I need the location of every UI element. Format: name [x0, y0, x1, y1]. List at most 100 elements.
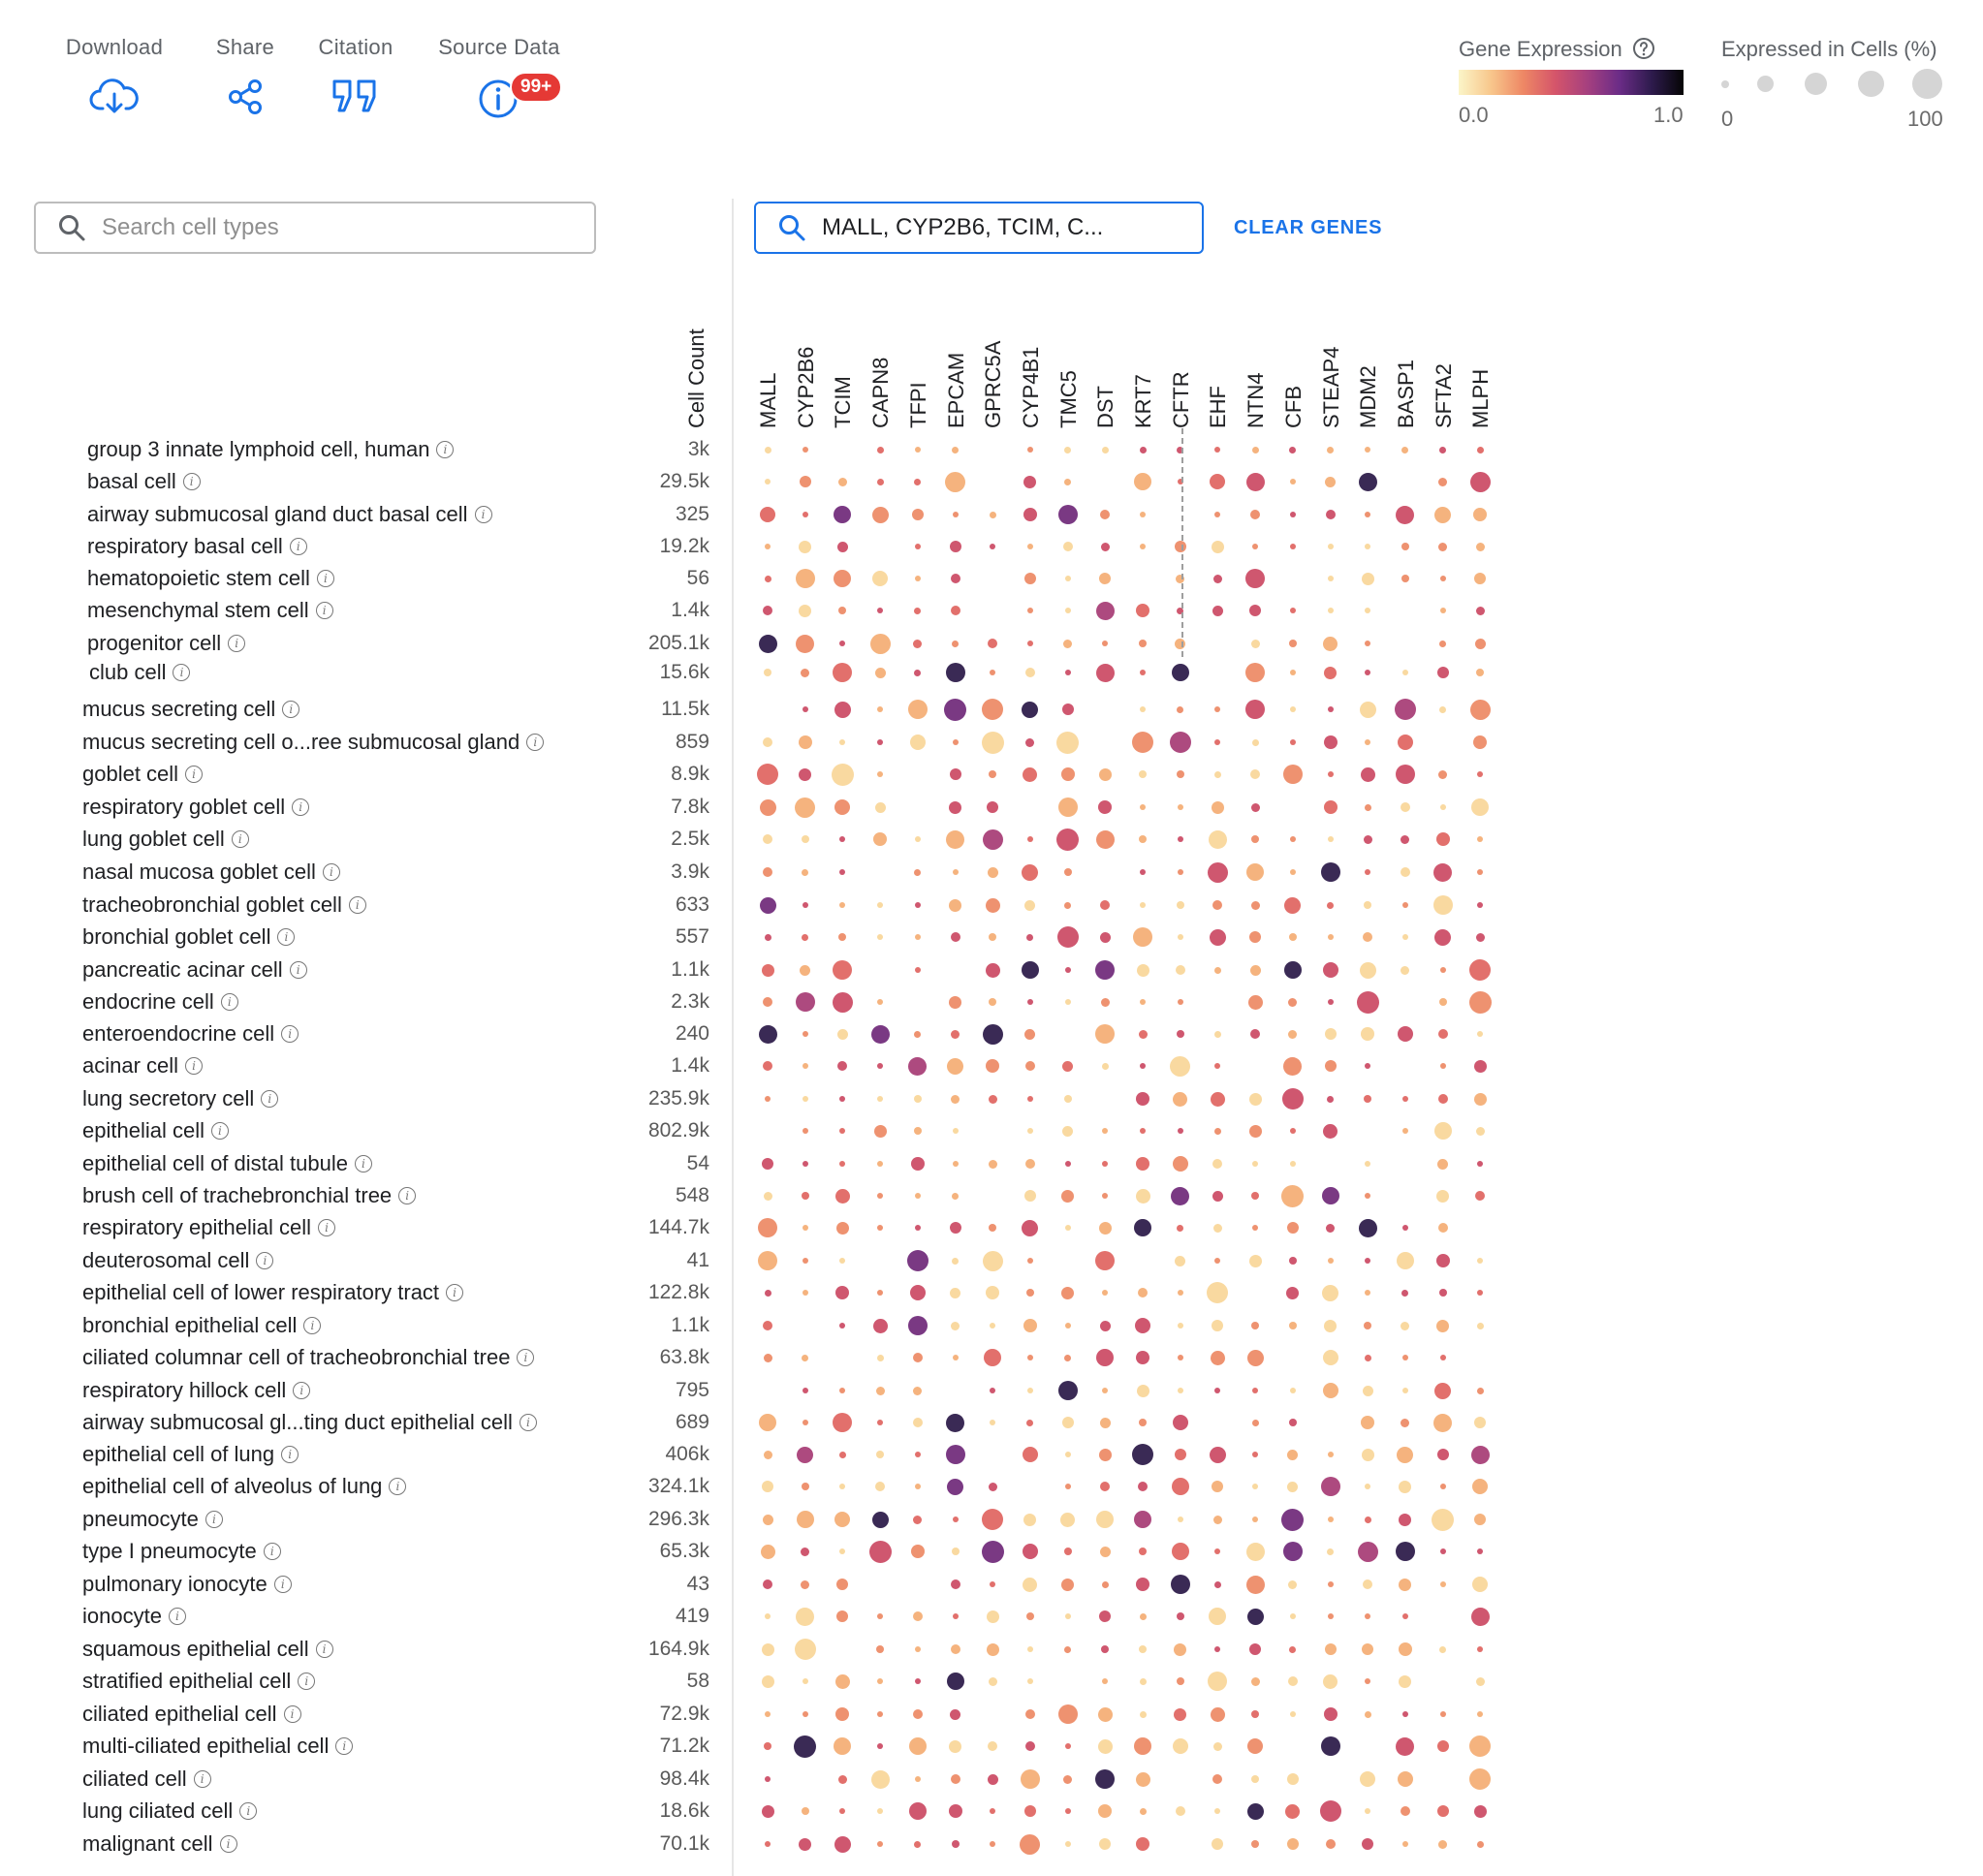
expression-dot[interactable] — [1362, 1838, 1374, 1850]
expression-dot[interactable] — [1439, 640, 1447, 647]
cell-type-row-label[interactable]: airway submucosal gl...ting duct epithel… — [82, 1410, 537, 1435]
expression-dot[interactable] — [1214, 1063, 1221, 1069]
expression-dot[interactable] — [1477, 1548, 1484, 1554]
expression-dot[interactable] — [759, 798, 776, 816]
expression-dot[interactable] — [949, 995, 961, 1009]
expression-dot[interactable] — [764, 1742, 771, 1750]
expression-dot[interactable] — [1477, 1031, 1484, 1037]
expression-dot[interactable] — [1364, 901, 1372, 909]
cell-type-row-label[interactable]: epithelial cell of lung i — [82, 1442, 299, 1467]
expression-dot[interactable] — [1025, 1612, 1034, 1620]
expression-dot[interactable] — [1401, 1128, 1408, 1134]
expression-dot[interactable] — [1175, 1255, 1186, 1266]
expression-dot[interactable] — [1397, 1771, 1413, 1787]
expression-dot[interactable] — [839, 739, 846, 745]
expression-dot[interactable] — [1325, 476, 1336, 487]
expression-dot[interactable] — [952, 1613, 959, 1619]
expression-dot[interactable] — [1365, 1193, 1371, 1199]
expression-dot[interactable] — [1251, 1322, 1260, 1329]
expression-dot[interactable] — [1245, 1542, 1265, 1561]
expression-dot[interactable] — [950, 1774, 960, 1784]
expression-dot[interactable] — [1324, 666, 1337, 679]
info-icon[interactable]: i — [292, 798, 310, 816]
expression-dot[interactable] — [946, 1673, 964, 1690]
cell-type-row-label[interactable]: malignant cell i — [82, 1831, 237, 1857]
expression-dot[interactable] — [1289, 1645, 1297, 1653]
expression-dot[interactable] — [1251, 738, 1259, 746]
expression-dot[interactable] — [1136, 1384, 1149, 1397]
expression-dot[interactable] — [1177, 934, 1183, 940]
expression-dot[interactable] — [914, 1225, 921, 1231]
expression-dot[interactable] — [1365, 869, 1371, 875]
expression-dot[interactable] — [1365, 447, 1371, 453]
gene-header-basp1[interactable]: BASP1 — [1393, 360, 1418, 428]
expression-dot[interactable] — [1021, 961, 1039, 979]
expression-dot[interactable] — [1475, 606, 1485, 615]
expression-dot[interactable] — [951, 1548, 960, 1555]
expression-dot[interactable] — [795, 797, 816, 818]
expression-dot[interactable] — [794, 1639, 816, 1660]
expression-dot[interactable] — [1026, 544, 1033, 549]
expression-dot[interactable] — [1356, 990, 1379, 1014]
expression-dot[interactable] — [1251, 835, 1260, 843]
expression-dot[interactable] — [872, 1318, 888, 1333]
expression-dot[interactable] — [1133, 927, 1152, 947]
expression-dot[interactable] — [1322, 1383, 1338, 1398]
expression-dot[interactable] — [907, 1316, 928, 1335]
expression-dot[interactable] — [1210, 1350, 1225, 1365]
cell-type-row-label[interactable]: club cell i — [89, 660, 191, 685]
gene-header-tfpi[interactable]: TFPI — [905, 382, 930, 428]
expression-dot[interactable] — [1327, 446, 1334, 453]
expression-dot[interactable] — [1474, 1417, 1487, 1428]
expression-dot[interactable] — [1023, 1805, 1036, 1817]
expression-dot[interactable] — [952, 739, 959, 745]
expression-dot[interactable] — [1327, 1548, 1334, 1555]
expression-dot[interactable] — [1171, 1543, 1189, 1560]
expression-dot[interactable] — [988, 639, 998, 648]
expression-dot[interactable] — [1436, 1449, 1449, 1460]
expression-dot[interactable] — [1025, 1289, 1034, 1297]
expression-dot[interactable] — [1140, 670, 1146, 675]
expression-dot[interactable] — [1212, 1481, 1224, 1492]
cell-type-row-label[interactable]: ciliated cell i — [82, 1767, 211, 1792]
expression-dot[interactable] — [908, 1802, 927, 1820]
expression-dot[interactable] — [950, 1287, 960, 1298]
expression-dot[interactable] — [986, 1642, 999, 1656]
cell-type-row-label[interactable]: respiratory hillock cell i — [82, 1378, 311, 1403]
expression-dot[interactable] — [802, 706, 808, 712]
expression-dot[interactable] — [1365, 1063, 1371, 1069]
expression-dot[interactable] — [914, 868, 922, 876]
expression-dot[interactable] — [1437, 1029, 1448, 1039]
expression-dot[interactable] — [1101, 1062, 1109, 1070]
expression-dot[interactable] — [1477, 771, 1484, 777]
expression-dot[interactable] — [758, 1251, 777, 1270]
expression-dot[interactable] — [758, 1218, 777, 1237]
expression-dot[interactable] — [1099, 1417, 1111, 1428]
expression-dot[interactable] — [1287, 1481, 1299, 1492]
info-icon[interactable]: i — [289, 961, 307, 979]
expression-dot[interactable] — [1063, 1548, 1072, 1555]
expression-dot[interactable] — [952, 512, 959, 517]
gene-header-mall[interactable]: MALL — [756, 372, 780, 428]
expression-dot[interactable] — [1211, 540, 1224, 553]
expression-dot[interactable] — [914, 478, 922, 485]
expression-dot[interactable] — [1248, 1124, 1262, 1138]
expression-dot[interactable] — [1289, 1128, 1296, 1134]
expression-dot[interactable] — [949, 898, 961, 912]
expression-dot[interactable] — [1063, 639, 1073, 648]
expression-dot[interactable] — [1173, 1091, 1188, 1107]
expression-dot[interactable] — [834, 1673, 850, 1689]
expression-dot[interactable] — [877, 1096, 884, 1102]
expression-dot[interactable] — [952, 1516, 959, 1522]
cell-type-row-label[interactable]: endocrine cell i — [82, 989, 238, 1015]
expression-dot[interactable] — [1434, 928, 1452, 946]
expression-dot[interactable] — [1361, 1416, 1375, 1429]
expression-dot[interactable] — [1327, 544, 1334, 549]
expression-dot[interactable] — [1434, 506, 1452, 523]
expression-dot[interactable] — [990, 1388, 996, 1393]
expression-dot[interactable] — [838, 607, 847, 614]
expression-dot[interactable] — [988, 1676, 997, 1686]
expression-dot[interactable] — [1251, 1192, 1260, 1200]
expression-dot[interactable] — [1250, 639, 1260, 648]
expression-dot[interactable] — [759, 896, 776, 914]
